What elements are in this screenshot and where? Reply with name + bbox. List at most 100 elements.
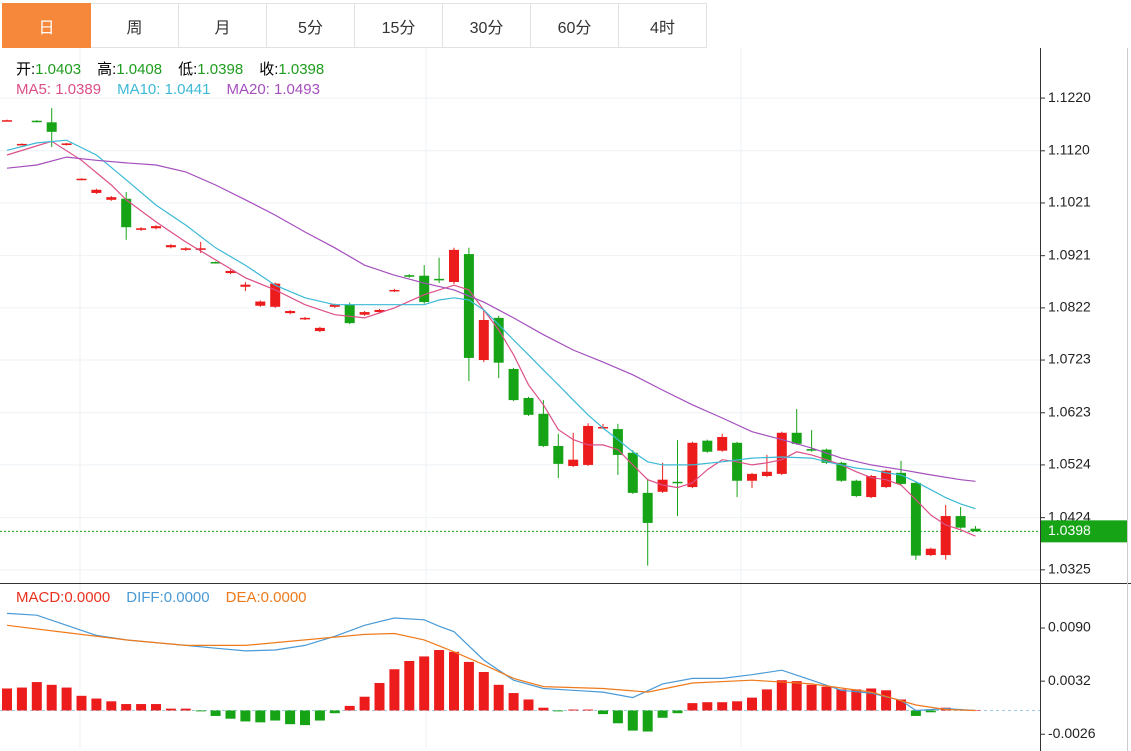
candle-body [329, 304, 340, 307]
tab[interactable]: 60分 [531, 3, 619, 48]
candle-body [478, 319, 489, 361]
legend-label: MA10: [117, 81, 161, 98]
candle-body [747, 473, 757, 481]
candle-body [121, 198, 132, 228]
macd-bar [910, 710, 921, 716]
macd-bar [642, 710, 653, 732]
macd-bar [285, 710, 296, 725]
candle-body [344, 304, 355, 324]
macd-bar [106, 701, 117, 711]
y-tick-label: 1.0723 [1048, 351, 1091, 367]
macd-bar [598, 710, 608, 715]
candle-body [240, 284, 251, 287]
candle-body [776, 432, 787, 474]
macd-bar [493, 684, 504, 711]
candle-body [642, 492, 653, 523]
candle-body [940, 516, 951, 556]
macd-bar [508, 693, 519, 711]
macd-bar [16, 687, 27, 711]
candle-body [791, 432, 802, 444]
candle-body [106, 197, 117, 200]
candle-body [46, 122, 57, 132]
candle-body [91, 189, 102, 193]
info-value: 0.0000 [260, 589, 307, 606]
macd-bar [46, 684, 57, 711]
tab[interactable]: 5分 [267, 3, 355, 48]
candle-body [210, 262, 221, 264]
ma-info: MA5: 1.0389 MA10: 1.0441 MA20: 1.0493 [16, 81, 336, 98]
candle-body [881, 470, 892, 488]
macd-bar [672, 710, 683, 714]
candle-body [359, 312, 370, 315]
macd-bar [329, 710, 340, 714]
legend-value: 1.0441 [164, 81, 211, 98]
candle-body [136, 228, 147, 230]
macd-bar [583, 709, 594, 711]
candle-body [285, 311, 296, 314]
info-label: 开: [16, 61, 36, 78]
y-tick-label: 1.1021 [1048, 194, 1091, 210]
macd-bar [419, 656, 430, 711]
macd-bar [434, 650, 445, 711]
macd-bar [151, 704, 161, 711]
macd-bar [449, 651, 459, 711]
candle-body [612, 429, 623, 455]
candle-body [851, 480, 862, 497]
tab[interactable]: 15分 [355, 3, 443, 48]
macd-bar [270, 710, 281, 721]
info-value: 0.0000 [163, 589, 210, 606]
y-tick-label: 1.0524 [1048, 456, 1091, 472]
info-item: 低:1.0398 [178, 58, 243, 79]
candle-body [2, 120, 12, 122]
macd-bar [31, 682, 42, 711]
macd-bar [389, 669, 400, 711]
candle-body [165, 245, 176, 248]
info-label: MACD: [16, 589, 65, 606]
macd-bar [404, 661, 415, 711]
macd-bar [717, 702, 728, 711]
macd-bar [851, 689, 862, 711]
y-tick-label: 1.0424 [1048, 508, 1091, 524]
candle-body [493, 317, 504, 363]
candle-body [717, 436, 728, 451]
macd-bar [791, 681, 802, 711]
candle-body [255, 301, 266, 306]
tab[interactable]: 30分 [443, 3, 531, 48]
candle-body [463, 254, 474, 358]
macd-bar [2, 688, 12, 711]
macd-bar [732, 701, 743, 711]
macd-bar [300, 710, 310, 726]
macd-bar [538, 707, 549, 711]
macd-bar [568, 709, 579, 711]
tab[interactable]: 月 [179, 3, 267, 48]
candle-body [300, 317, 310, 320]
candle-body [434, 278, 445, 281]
y-tick-label: 0.0090 [1048, 619, 1091, 635]
info-label: DEA: [225, 589, 261, 606]
tab[interactable]: 周 [91, 3, 179, 48]
info-value: 1.0408 [116, 61, 163, 78]
info-value: 1.0403 [35, 61, 82, 78]
macd-bar [210, 710, 221, 716]
legend-label: MA5: [16, 81, 52, 98]
timeframe-tabs: 日周月 5分 15分 30分 60分 4时 [2, 3, 707, 48]
macd-bar [925, 710, 936, 713]
info-label: DIFF: [126, 589, 164, 606]
candle-body [374, 309, 385, 313]
macd-bar [359, 696, 370, 711]
macd-bar [195, 710, 206, 712]
candle-body [523, 397, 534, 415]
candle-body [151, 226, 161, 229]
tab[interactable]: 日 [2, 3, 91, 48]
macd-bar [76, 695, 87, 711]
macd-bar [612, 710, 623, 724]
legend-value: 1.0389 [55, 81, 102, 98]
macd-bar [165, 708, 176, 711]
macd-bar [91, 698, 102, 711]
info-value: 1.0398 [197, 61, 244, 78]
tab[interactable]: 4时 [619, 3, 707, 48]
candle-body [31, 120, 42, 123]
macd-bar [523, 699, 534, 711]
